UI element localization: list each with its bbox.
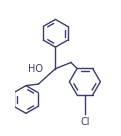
- Text: Cl: Cl: [80, 117, 90, 127]
- Text: HO: HO: [28, 64, 43, 74]
